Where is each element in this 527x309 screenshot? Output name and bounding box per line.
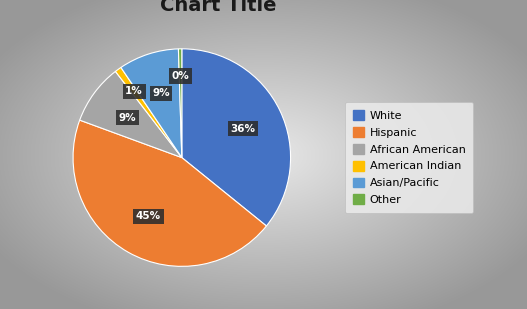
Legend: White, Hispanic, African American, American Indian, Asian/Pacific, Other: White, Hispanic, African American, Ameri… [345, 102, 473, 213]
Text: Chart Title: Chart Title [161, 0, 277, 15]
Text: 1%: 1% [125, 87, 143, 96]
Text: 9%: 9% [152, 88, 170, 99]
Wedge shape [179, 49, 182, 158]
Text: 9%: 9% [119, 113, 136, 123]
Wedge shape [73, 120, 266, 266]
Text: 45%: 45% [136, 211, 161, 221]
Wedge shape [115, 67, 182, 158]
Wedge shape [121, 49, 182, 158]
Wedge shape [80, 71, 182, 158]
Wedge shape [182, 49, 290, 226]
Text: 36%: 36% [230, 124, 255, 133]
Text: 0%: 0% [172, 71, 189, 81]
